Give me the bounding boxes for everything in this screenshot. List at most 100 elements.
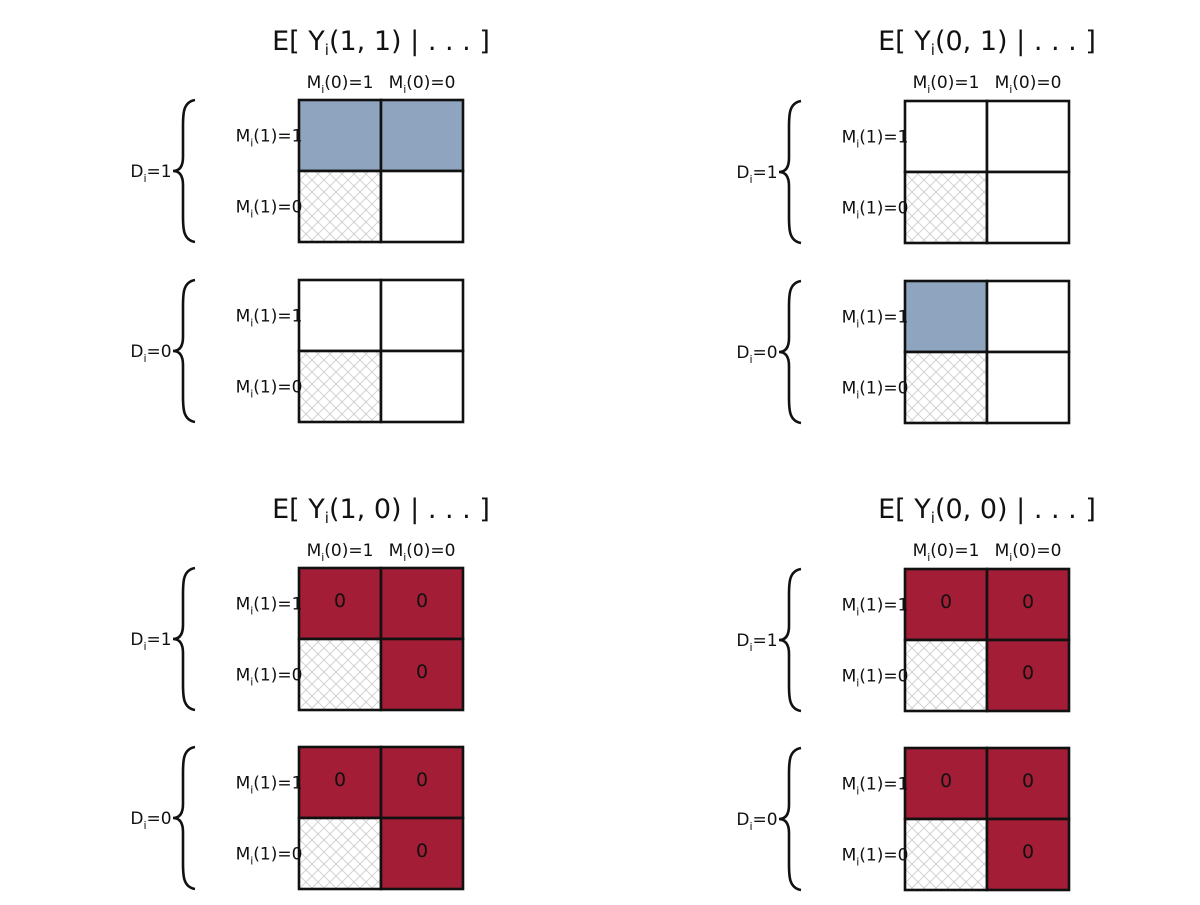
panel-1-group-2-cell-2-1 xyxy=(297,349,383,424)
panel-1-group-1-label-rest: =1 xyxy=(147,162,172,182)
panel-1-group-2-row-label-1-sub: i xyxy=(250,317,253,330)
panel-title-1-sub: i xyxy=(325,41,329,59)
panel-4-group-1-cell-1-2 xyxy=(985,567,1071,642)
panel-2-group-1-cell-1-2 xyxy=(985,99,1071,174)
panel-4-group-2-zero-1-2: 0 xyxy=(1022,770,1034,792)
panel-4-group-1-zero-2-2: 0 xyxy=(1022,662,1034,684)
panel-4-group-2-cell-2-2 xyxy=(985,817,1071,892)
panel-1-group-2-cell-1-2 xyxy=(379,278,465,353)
panel-4-group-2-label-sub: i xyxy=(749,820,752,833)
panel-4-group-2-brace xyxy=(778,746,802,892)
panel-2-group-1-cell-2-1 xyxy=(903,170,989,245)
panel-1-group-2-label: Di=0 xyxy=(130,342,171,365)
panel-1-group-1-brace xyxy=(172,98,196,244)
panel-1-group-2-row-label-2: Mi(1)=0 xyxy=(236,378,303,401)
column-header-2: Mi(0)=0 xyxy=(389,541,456,564)
panel-1-group-2-brace xyxy=(172,278,196,424)
panel-3-group-2-label: Di=0 xyxy=(130,809,171,832)
column-header-2-rest: (0)=0 xyxy=(406,541,455,561)
panel-1-group-2-row-label-2-main: M xyxy=(236,378,251,398)
panel-1-group-1-row-label-1: Mi(1)=1 xyxy=(236,127,303,150)
panel-1-group-2-label-rest: =0 xyxy=(147,342,172,362)
panel-1-group-2-row-label-1-main: M xyxy=(236,307,251,327)
panel-2-group-1-row-label-2-rest: (1)=0 xyxy=(859,199,908,219)
panel-1-group-2-row-label-1: Mi(1)=1 xyxy=(236,307,303,330)
panel-4-group-1-zero-1-2: 0 xyxy=(1022,591,1034,613)
panel-4-group-1-zero-1-1: 0 xyxy=(940,591,952,613)
panel-3-group-2-row-label-1-rest: (1)=1 xyxy=(253,774,302,794)
panel-2-group-1-row-label-1-main: M xyxy=(842,128,857,148)
panel-title-3-rest: (1, 0) | . . . ] xyxy=(329,494,490,525)
panel-title-3: E[ Yi(1, 0) | . . . ] xyxy=(272,494,490,527)
column-header-1: Mi(0)=1 xyxy=(307,541,374,564)
panel-2-group-1-row-label-2-main: M xyxy=(842,199,857,219)
column-header-1-sub: i xyxy=(927,83,930,96)
panel-3-group-1-brace xyxy=(172,566,196,712)
panel-title-2-rest: (0, 1) | . . . ] xyxy=(935,26,1096,57)
column-header-1-rest: (0)=1 xyxy=(930,73,979,93)
panel-3-group-1-label: Di=1 xyxy=(130,630,171,653)
panel-1-group-1-row-label-1-rest: (1)=1 xyxy=(253,127,302,147)
column-header-1-rest: (0)=1 xyxy=(930,541,979,561)
panel-2-group-1-row-label-2-sub: i xyxy=(856,209,859,222)
panel-2-group-2-cell-2-1 xyxy=(903,350,989,425)
panel-3-group-2-zero-2-2: 0 xyxy=(416,840,428,862)
panel-3-group-2-row-label-2: Mi(1)=0 xyxy=(236,845,303,868)
panel-2-group-2-label-sub: i xyxy=(749,353,752,366)
panel-4-group-2-row-label-1-rest: (1)=1 xyxy=(859,775,908,795)
panel-3-group-1-row-label-2-rest: (1)=0 xyxy=(253,666,302,686)
panel-3-group-1-row-label-2-main: M xyxy=(236,666,251,686)
column-header-1-rest: (0)=1 xyxy=(324,541,373,561)
panel-3: 0 0 0 0 0 0 xyxy=(297,566,465,891)
column-header-1-sub: i xyxy=(927,551,930,564)
panel-2-group-2-label-rest: =0 xyxy=(753,343,778,363)
panel-4-group-1-row-label-1-rest: (1)=1 xyxy=(859,596,908,616)
panel-3-group-1-label-sub: i xyxy=(143,640,146,653)
panel-1-group-1-row-label-1-main: M xyxy=(236,127,251,147)
panel-4-group-1-brace xyxy=(778,567,802,713)
panel-3-group-2-row-label-1-main: M xyxy=(236,774,251,794)
panel-3-group-1-row-label-1-main: M xyxy=(236,595,251,615)
panel-title-2-main: E[ Y xyxy=(878,26,931,57)
column-header-2-main: M xyxy=(389,73,404,93)
column-header-2-main: M xyxy=(389,541,404,561)
column-header-2-main: M xyxy=(995,73,1010,93)
panel-2-group-2-row-label-1-sub: i xyxy=(856,318,859,331)
column-header-2-rest: (0)=0 xyxy=(1012,73,1061,93)
panel-3-group-1-zero-1-2: 0 xyxy=(416,590,428,612)
panel-1-group-2-cell-1-1 xyxy=(297,278,383,353)
panel-3-group-1-zero-1-1: 0 xyxy=(334,590,346,612)
column-header-1-main: M xyxy=(307,541,322,561)
column-header-2-main: M xyxy=(995,541,1010,561)
panel-1-group-1-row-label-1-sub: i xyxy=(250,137,253,150)
panel-2-group-1-cell-1-1 xyxy=(903,99,989,174)
panel-2-group-2-cell-2-2 xyxy=(985,350,1071,425)
panel-3-group-2-row-label-1: Mi(1)=1 xyxy=(236,774,303,797)
panel-1-group-1-label: Di=1 xyxy=(130,162,171,185)
column-header-2-rest: (0)=0 xyxy=(406,73,455,93)
panel-4-group-1-cell-1-1 xyxy=(903,567,989,642)
panel-2-group-1-label-rest: =1 xyxy=(753,163,778,183)
panel-3-group-2-cell-2-1 xyxy=(297,816,383,891)
panel-4-group-2-cell-2-1 xyxy=(903,817,989,892)
panel-3-group-2-label-sub: i xyxy=(143,819,146,832)
column-header-2: Mi(0)=0 xyxy=(389,73,456,96)
panel-1-group-2-row-label-2-sub: i xyxy=(250,388,253,401)
panel-4-group-2-label-main: D xyxy=(736,810,749,830)
column-header-2-sub: i xyxy=(1009,551,1012,564)
panel-1-group-1-row-label-2-main: M xyxy=(236,198,251,218)
panel-4-group-2-row-label-2-sub: i xyxy=(856,856,859,869)
panel-2-group-1-cell-2-2 xyxy=(985,170,1071,245)
panel-1-group-1-label-sub: i xyxy=(143,172,146,185)
panel-3-group-1-row-label-2: Mi(1)=0 xyxy=(236,666,303,689)
panel-3-group-1-label-main: D xyxy=(130,630,143,650)
panel-1-group-1-cell-1-2 xyxy=(379,98,465,173)
panel-4-group-1-row-label-2-rest: (1)=0 xyxy=(859,667,908,687)
panel-2-group-2-row-label-1-rest: (1)=1 xyxy=(859,308,908,328)
column-header-1-main: M xyxy=(913,73,928,93)
column-header-1-sub: i xyxy=(321,83,324,96)
panel-3-group-1-row-label-1: Mi(1)=1 xyxy=(236,595,303,618)
panel-2-group-2-row-label-2-rest: (1)=0 xyxy=(859,379,908,399)
